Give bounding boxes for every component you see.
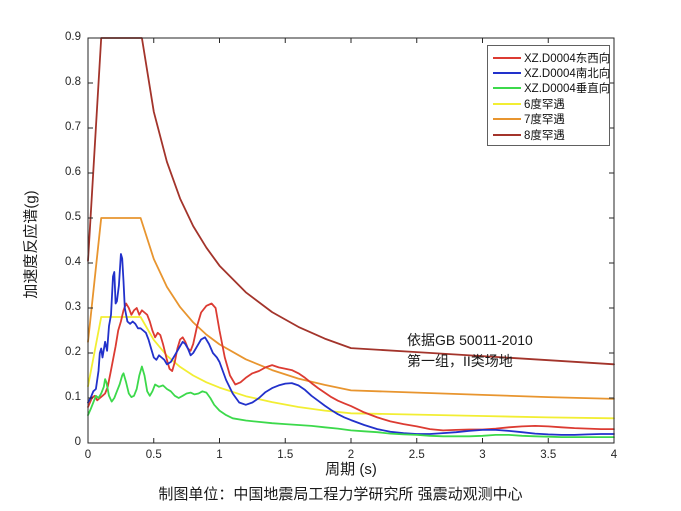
y-tick-label: 0.5	[65, 211, 81, 223]
series-line	[87, 302, 615, 432]
legend-item: XZ.D0004南北向	[493, 65, 610, 80]
y-axis-label: 加速度反应谱(g)	[22, 190, 40, 299]
x-axis-label: 周期 (s)	[325, 461, 377, 478]
x-tick-label: 0.5	[145, 449, 162, 461]
x-tick-label: 1.5	[277, 449, 294, 461]
legend-line-icon	[493, 118, 521, 121]
x-tick-label: 0	[84, 449, 92, 461]
legend-item-label: 8度罕遇	[524, 129, 565, 142]
legend-item-label: 7度罕遇	[524, 114, 565, 127]
legend-item: XZ.D0004垂直向	[493, 81, 610, 96]
y-tick-label: 0.1	[65, 391, 81, 403]
legend-item: 7度罕遇	[493, 112, 605, 127]
x-tick-label: 1	[216, 449, 223, 461]
y-tick-label: 0.9	[65, 31, 81, 43]
legend-item-label: XZ.D0004南北向	[524, 68, 611, 81]
y-tick-label: 0.4	[65, 256, 81, 268]
series-line	[87, 37, 615, 366]
x-tick-label: 4	[610, 449, 618, 461]
annotation-line-2: 第一组，II类场地	[407, 353, 513, 369]
y-tick-label: 0	[74, 436, 81, 448]
y-tick-label: 0.3	[65, 301, 81, 313]
legend-item: XZ.D0004东西向	[493, 50, 610, 65]
legend-line-icon	[493, 87, 521, 90]
x-tick-label: 2	[347, 449, 355, 461]
x-tick-label: 3.5	[540, 449, 557, 461]
y-tick-label: 0.8	[65, 76, 81, 88]
annotation-line-1: 依据GB 50011-2010	[407, 332, 533, 348]
legend-line-icon	[493, 102, 521, 105]
annotation: 依据GB 50011-2010 第一组，II类场地	[407, 330, 533, 372]
x-tick-label: 3	[479, 449, 486, 461]
series-line	[87, 365, 615, 439]
legend-line-icon	[493, 72, 521, 75]
y-tick-label: 0.2	[65, 346, 81, 358]
y-tick-label: 0.7	[65, 121, 81, 133]
series-line	[87, 316, 615, 420]
legend-item-label: 6度罕遇	[524, 98, 565, 111]
legend-item: 8度罕遇	[493, 127, 605, 142]
legend-item-label: XZ.D0004垂直向	[524, 83, 611, 96]
legend-line-icon	[493, 56, 521, 59]
legend-item: 6度罕遇	[493, 96, 605, 111]
series-line	[87, 253, 615, 436]
legend-item-label: XZ.D0004东西向	[524, 52, 611, 65]
legend-line-icon	[493, 133, 521, 136]
series-line	[87, 217, 615, 400]
y-tick-label: 0.6	[65, 166, 81, 178]
caption: 制图单位：中国地震局工程力学研究所 强震动观测中心	[158, 486, 523, 503]
legend: XZ.D0004东西向 XZ.D0004南北向 XZ.D0004垂直向 6度罕遇…	[487, 45, 610, 147]
x-tick-label: 2.5	[408, 449, 425, 461]
